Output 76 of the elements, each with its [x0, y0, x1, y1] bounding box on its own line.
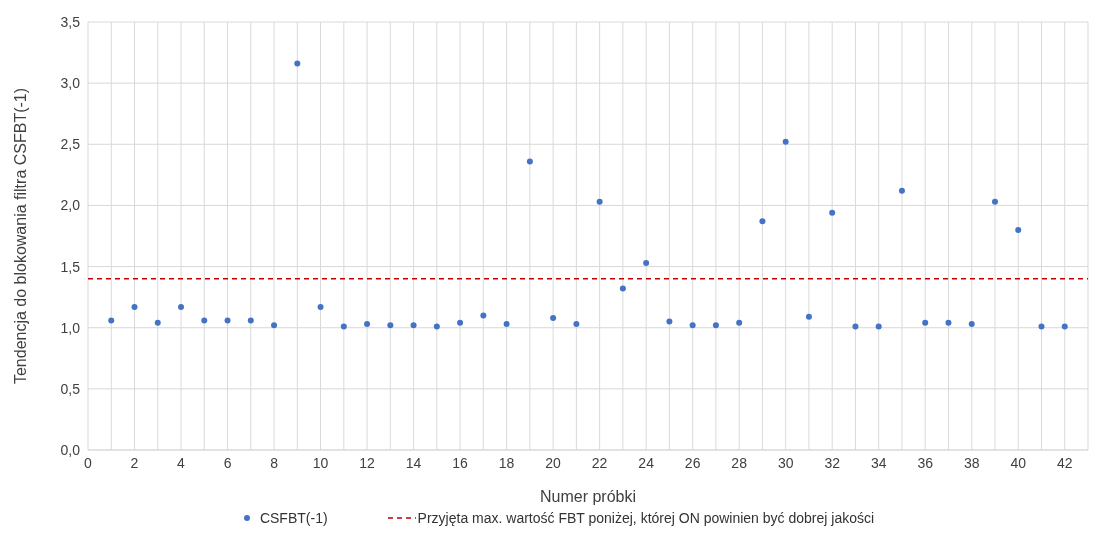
point: [643, 259, 650, 266]
y-axis-title: Tendencja do blokowania filtra CSFBT(-1): [11, 87, 29, 385]
x-tick-label: 42: [1056, 454, 1073, 471]
x-tick-label: 10: [312, 454, 329, 471]
x-tick-label: 16: [452, 454, 469, 471]
point: [945, 319, 952, 326]
x-tick-label: 4: [177, 454, 186, 471]
point: [875, 323, 882, 330]
y-tick-label: 0,5: [60, 380, 81, 397]
x-tick-label: 2: [130, 454, 139, 471]
y-tick-label: 1,0: [60, 319, 81, 336]
point: [782, 138, 789, 145]
x-tick-label: 14: [405, 454, 422, 471]
point: [224, 317, 231, 324]
x-tick-label: 40: [1010, 454, 1027, 471]
point: [340, 323, 347, 330]
point: [526, 158, 533, 165]
point: [364, 321, 371, 328]
point: [712, 322, 719, 329]
point: [108, 317, 115, 324]
x-tick-label: 24: [638, 454, 655, 471]
x-tick-label: 34: [870, 454, 887, 471]
point: [736, 319, 743, 326]
x-tick-label: 20: [545, 454, 562, 471]
legend-label: Przyjęta max. wartość FBT poniżej, której ON powinien być dobrej jakości: [416, 510, 875, 526]
point: [201, 317, 208, 324]
point: [968, 321, 975, 328]
point: [1015, 226, 1022, 233]
point: [433, 323, 440, 330]
y-tick-label: 2,0: [60, 197, 81, 214]
point: [573, 321, 580, 328]
point: [387, 322, 394, 329]
x-tick-label: 32: [824, 454, 841, 471]
x-tick-label: 22: [591, 454, 608, 471]
point: [131, 303, 138, 310]
y-tick-label: 3,5: [60, 13, 81, 30]
x-tick-label: 38: [963, 454, 980, 471]
point: [457, 319, 464, 326]
point: [410, 322, 417, 329]
y-tick-label: 2,5: [60, 136, 81, 153]
x-tick-label: 26: [684, 454, 701, 471]
x-tick-label: 6: [223, 454, 232, 471]
point: [759, 218, 766, 225]
point: [619, 285, 626, 292]
point: [271, 322, 278, 329]
point: [805, 313, 812, 320]
point: [666, 318, 673, 325]
point: [898, 187, 905, 194]
point: [991, 198, 998, 205]
point: [1038, 323, 1045, 330]
x-tick-label: 36: [917, 454, 934, 471]
point: [1061, 323, 1068, 330]
y-tick-label: 0,0: [60, 441, 81, 458]
point: [178, 303, 185, 310]
point: [689, 322, 696, 329]
y-tick-label: 1,5: [60, 258, 81, 275]
point: [550, 314, 557, 321]
x-tick-label: 18: [498, 454, 515, 471]
point: [829, 209, 836, 216]
point: [247, 317, 254, 324]
point: [294, 60, 301, 67]
point: [922, 319, 929, 326]
point: [480, 312, 487, 319]
point: [852, 323, 859, 330]
x-tick-label: 12: [359, 454, 376, 471]
x-tick-label: 28: [731, 454, 748, 471]
x-tick-label: 30: [777, 454, 794, 471]
x-tick-label: 0: [84, 454, 93, 471]
legend-label: CSFBT(-1): [258, 510, 328, 526]
point: [596, 198, 603, 205]
point: [503, 321, 510, 328]
x-axis-title: Numer próbki: [539, 488, 637, 505]
x-tick-label: 8: [270, 454, 279, 471]
point: [154, 319, 161, 326]
point: [317, 303, 324, 310]
y-tick-label: 3,0: [60, 75, 81, 92]
